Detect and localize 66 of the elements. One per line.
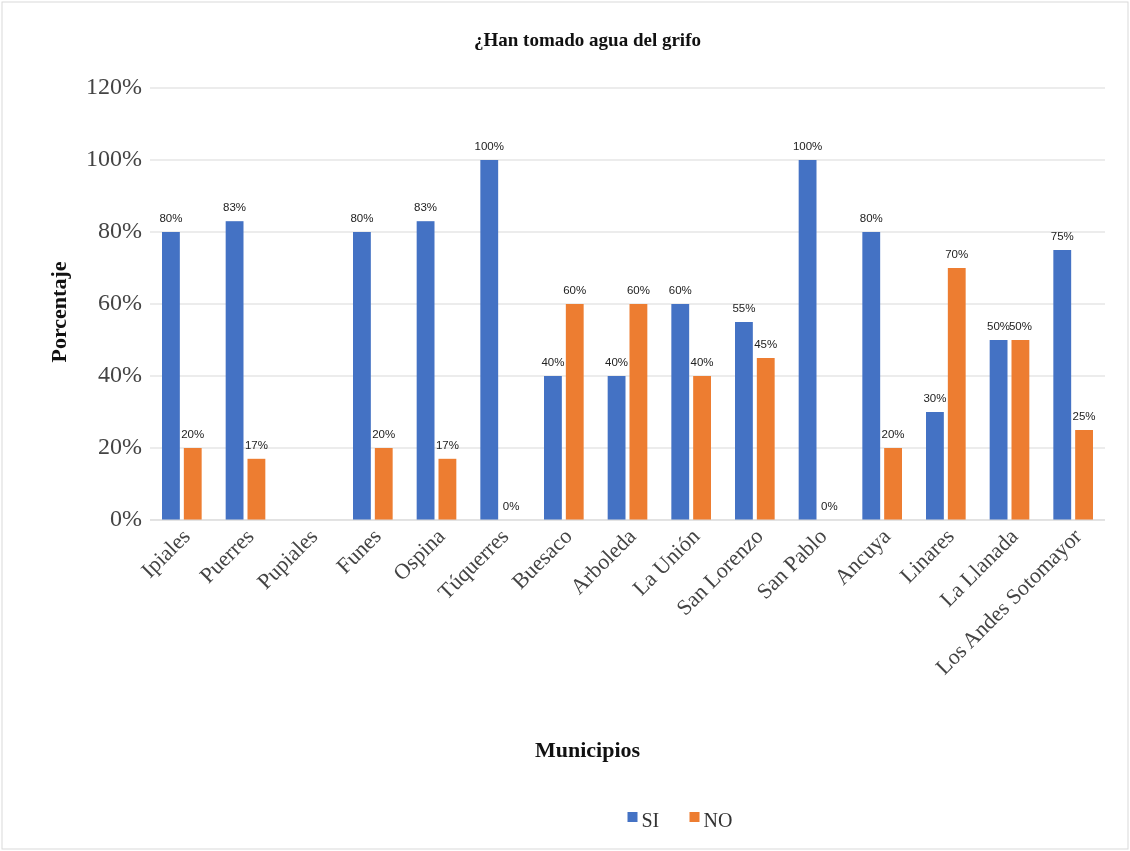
bar <box>629 304 648 520</box>
data-label: 0% <box>502 500 520 512</box>
data-label: 80% <box>859 212 883 224</box>
y-tick-label: 40% <box>98 360 142 387</box>
data-label: 30% <box>923 392 947 404</box>
bar <box>671 304 690 520</box>
bar <box>884 448 902 520</box>
data-label: 80% <box>350 212 374 224</box>
bar <box>544 376 562 520</box>
bar <box>989 340 1008 520</box>
data-label: 100% <box>474 140 504 152</box>
bar <box>947 268 966 520</box>
data-label: 45% <box>754 338 778 350</box>
data-label: 40% <box>541 356 565 368</box>
data-label: 50% <box>1008 320 1032 332</box>
data-label: 50% <box>987 320 1011 332</box>
data-label: 20% <box>181 428 205 440</box>
bar <box>798 160 817 520</box>
bar <box>1075 430 1093 520</box>
data-label: 60% <box>563 284 587 296</box>
y-axis-title: Porcentaje <box>46 261 71 363</box>
data-label: 20% <box>372 428 396 440</box>
data-label: 17% <box>244 438 268 451</box>
bar <box>756 358 775 520</box>
bar <box>607 376 626 520</box>
y-tick-label: 60% <box>98 288 142 315</box>
bar <box>735 322 753 520</box>
bar <box>565 304 584 520</box>
data-label: 17% <box>435 438 459 451</box>
legend-label: NO <box>703 808 733 831</box>
legend-label: SI <box>641 808 660 831</box>
data-label: 100% <box>792 140 823 152</box>
data-label: 20% <box>881 428 905 440</box>
data-label: 70% <box>945 248 969 260</box>
y-tick-label: 100% <box>86 144 142 171</box>
data-label: 25% <box>1072 410 1096 422</box>
bar <box>416 221 435 520</box>
bar <box>1053 250 1072 520</box>
bar <box>225 221 244 520</box>
y-tick-label: 0% <box>110 504 142 531</box>
bar <box>1011 340 1030 520</box>
data-label: 83% <box>414 201 438 214</box>
data-label: 60% <box>626 284 650 296</box>
data-label: 40% <box>605 356 629 368</box>
bar <box>693 376 711 520</box>
x-axis-title: Municipios <box>534 737 641 762</box>
bar <box>353 232 371 520</box>
data-label: 40% <box>690 356 714 368</box>
bar <box>862 232 881 520</box>
data-label: 0% <box>821 500 838 512</box>
bar <box>926 412 944 520</box>
data-label: 75% <box>1050 230 1074 242</box>
bar <box>247 458 266 520</box>
bar <box>374 448 393 520</box>
bar <box>480 160 499 520</box>
bar <box>183 448 202 520</box>
y-tick-label: 120% <box>86 72 142 99</box>
data-label: 83% <box>223 201 247 214</box>
bar <box>162 232 180 520</box>
chart-title: ¿Han tomado agua del grifo <box>474 29 701 50</box>
data-label: 80% <box>159 212 183 224</box>
y-tick-label: 80% <box>98 216 142 243</box>
data-label: 60% <box>668 284 692 296</box>
data-label: 55% <box>732 302 756 314</box>
y-tick-label: 20% <box>98 432 142 459</box>
bar <box>438 458 457 520</box>
